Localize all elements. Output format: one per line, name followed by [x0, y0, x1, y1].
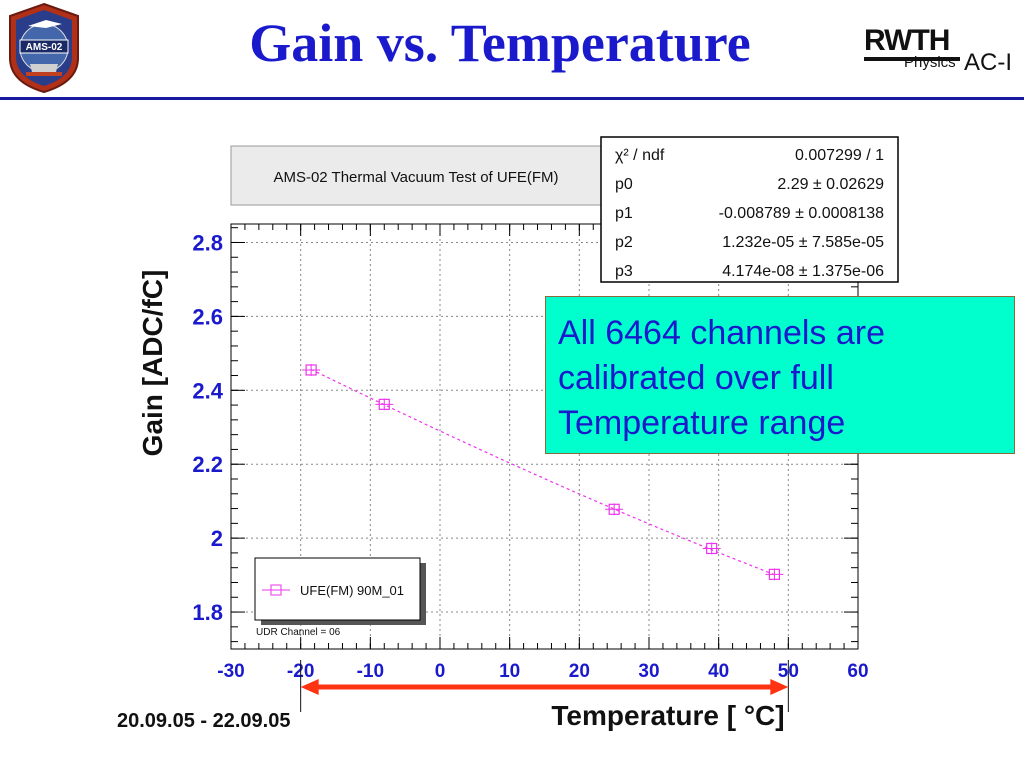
data-point [302, 364, 321, 376]
rwth-logo-physics: Physics [904, 54, 956, 71]
y-axis-tick-labels: 1.8 2 2.2 2.4 2.6 2.8 [192, 230, 223, 625]
temperature-range-arrow [300, 660, 789, 712]
data-point-marker [305, 364, 317, 376]
grid-layer [231, 224, 858, 649]
y-tick-label: 2.4 [192, 378, 223, 403]
rwth-logo-word: RWTH [864, 24, 950, 57]
x-tick-label: 10 [499, 661, 520, 682]
date-range: 20.09.05 - 22.09.05 [117, 710, 291, 732]
y-tick-label: 2.2 [192, 452, 223, 477]
fit-stats-label: p3 [615, 263, 633, 280]
data-point-marker [706, 542, 718, 555]
ams-logo-text: AMS-02 [26, 42, 63, 53]
x-tick-label: -30 [217, 661, 244, 682]
x-tick-label: 0 [435, 661, 446, 682]
fit-stats-rows: χ² / ndf 0.007299 / 1 p0 2.29 ± 0.02629 p1 -0… [615, 147, 884, 280]
rwth-logo-ac: AC-I [964, 49, 1012, 76]
data-point [375, 398, 394, 411]
fit-stats-value: 2.29 ± 0.02629 [777, 176, 884, 193]
fit-stats-label: p0 [615, 176, 633, 193]
fit-curve [310, 368, 775, 576]
fit-stats-value: 0.007299 / 1 [795, 147, 884, 164]
x-tick-label: 60 [847, 661, 868, 682]
rwth-logo: RWTH Physics AC-I [864, 24, 1024, 80]
y-tick-label: 2 [211, 526, 223, 551]
fit-stats-box: χ² / ndf 0.007299 / 1 p0 2.29 ± 0.02629 p1 -0… [600, 136, 899, 283]
legend-box [254, 557, 421, 621]
y-tick-label: 2.6 [192, 304, 223, 329]
y-tick-label: 1.8 [192, 600, 223, 625]
note-line-1: All 6464 channels are [558, 314, 886, 352]
x-tick-label: 40 [708, 661, 729, 682]
x-tick-label: -10 [357, 661, 384, 682]
chart-legend: UFE(FM) 90M_01 [254, 557, 426, 625]
fit-stats-value: 4.174e-08 ± 1.375e-06 [722, 263, 884, 280]
data-point [605, 503, 624, 516]
fit-stats-value: -0.008789 ± 0.0008138 [719, 205, 884, 222]
data-point-marker [768, 568, 781, 580]
fit-stats-label: p1 [615, 205, 633, 222]
data-point-marker [378, 398, 390, 410]
chart-title: AMS-02 Thermal Vacuum Test of UFE(FM) [273, 169, 558, 186]
note-line-3: Temperature range [558, 404, 846, 442]
ams02-mission-logo: AMS-02 [6, 2, 82, 94]
data-point-marker [608, 503, 620, 515]
fit-layer [310, 368, 775, 576]
legend-entry-label: UFE(FM) 90M_01 [300, 583, 404, 598]
y-axis-title: Gain [ADC/fC] [137, 270, 168, 457]
x-tick-label: 20 [569, 661, 590, 682]
fit-stats-value: 1.232e-05 ± 7.585e-05 [722, 234, 884, 251]
slide-title: Gain vs. Temperature [249, 13, 751, 73]
fit-stats-label: p2 [615, 234, 633, 251]
x-tick-label: 30 [638, 661, 659, 682]
fit-stats-label: χ² / ndf [615, 147, 665, 164]
rwth-logo-bar [864, 57, 960, 61]
data-points-layer [302, 364, 784, 581]
calibration-note: All 6464 channels are calibrated over fu… [545, 296, 1015, 454]
title-divider [0, 97, 1024, 100]
note-line-2: calibrated over full [558, 359, 834, 397]
x-axis-tick-labels: -30 -20 -10 0 10 20 30 40 50 60 [217, 661, 868, 682]
range-arrow-left-head [300, 679, 319, 695]
fit-stats-frame [600, 136, 899, 283]
legend-note: UDR Channel = 06 [256, 627, 341, 638]
range-arrow-right-head [770, 679, 789, 695]
y-tick-label: 2.8 [192, 230, 223, 255]
x-axis-title: Temperature [ °C] [551, 700, 784, 731]
data-point [765, 568, 784, 581]
legend-square-marker [270, 584, 282, 596]
data-point [702, 542, 721, 555]
